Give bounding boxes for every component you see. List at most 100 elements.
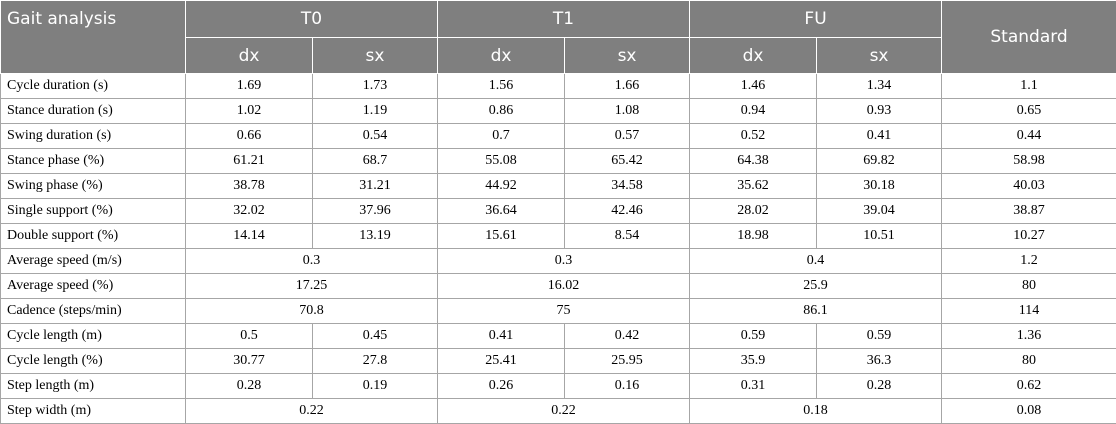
value-cell: 0.19 — [313, 374, 438, 399]
value-cell: 1.02 — [186, 99, 313, 124]
row-label: Single support (%) — [1, 199, 186, 224]
standard-cell: 1.2 — [942, 249, 1116, 274]
side-header: sx — [565, 38, 690, 74]
standard-cell: 0.44 — [942, 124, 1116, 149]
value-cell: 32.02 — [186, 199, 313, 224]
row-label: Cycle duration (s) — [1, 74, 186, 99]
value-cell: 0.16 — [565, 374, 690, 399]
value-cell: 0.41 — [817, 124, 942, 149]
side-header: sx — [313, 38, 438, 74]
value-cell: 15.61 — [438, 224, 565, 249]
value-cell: 13.19 — [313, 224, 438, 249]
value-cell: 31.21 — [313, 174, 438, 199]
value-cell: 42.46 — [565, 199, 690, 224]
value-cell: 14.14 — [186, 224, 313, 249]
value-cell: 27.8 — [313, 349, 438, 374]
value-cell: 0.31 — [690, 374, 817, 399]
value-cell: 0.18 — [690, 399, 942, 424]
value-cell: 1.73 — [313, 74, 438, 99]
value-cell: 0.66 — [186, 124, 313, 149]
value-cell: 37.96 — [313, 199, 438, 224]
standard-cell: 1.1 — [942, 74, 1116, 99]
row-label: Swing phase (%) — [1, 174, 186, 199]
standard-cell: 58.98 — [942, 149, 1116, 174]
standard-cell: 0.08 — [942, 399, 1116, 424]
value-cell: 0.52 — [690, 124, 817, 149]
value-cell: 25.9 — [690, 274, 942, 299]
standard-cell: 80 — [942, 274, 1116, 299]
value-cell: 1.08 — [565, 99, 690, 124]
value-cell: 0.41 — [438, 324, 565, 349]
value-cell: 1.69 — [186, 74, 313, 99]
value-cell: 28.02 — [690, 199, 817, 224]
value-cell: 0.22 — [186, 399, 438, 424]
value-cell: 1.34 — [817, 74, 942, 99]
row-label: Step length (m) — [1, 374, 186, 399]
side-header: dx — [186, 38, 313, 74]
value-cell: 0.94 — [690, 99, 817, 124]
value-cell: 39.04 — [817, 199, 942, 224]
side-header: dx — [690, 38, 817, 74]
value-cell: 64.38 — [690, 149, 817, 174]
value-cell: 55.08 — [438, 149, 565, 174]
value-cell: 0.59 — [817, 324, 942, 349]
value-cell: 0.93 — [817, 99, 942, 124]
value-cell: 16.02 — [438, 274, 690, 299]
value-cell: 0.26 — [438, 374, 565, 399]
value-cell: 86.1 — [690, 299, 942, 324]
value-cell: 35.62 — [690, 174, 817, 199]
value-cell: 0.57 — [565, 124, 690, 149]
row-label: Cycle length (m) — [1, 324, 186, 349]
value-cell: 0.3 — [438, 249, 690, 274]
value-cell: 30.77 — [186, 349, 313, 374]
value-cell: 1.46 — [690, 74, 817, 99]
value-cell: 75 — [438, 299, 690, 324]
value-cell: 61.21 — [186, 149, 313, 174]
value-cell: 38.78 — [186, 174, 313, 199]
value-cell: 0.5 — [186, 324, 313, 349]
value-cell: 0.28 — [817, 374, 942, 399]
standard-cell: 0.62 — [942, 374, 1116, 399]
value-cell: 17.25 — [186, 274, 438, 299]
standard-cell: 10.27 — [942, 224, 1116, 249]
value-cell: 34.58 — [565, 174, 690, 199]
row-label: Cycle length (%) — [1, 349, 186, 374]
value-cell: 0.42 — [565, 324, 690, 349]
value-cell: 0.28 — [186, 374, 313, 399]
value-cell: 0.86 — [438, 99, 565, 124]
row-label: Stance duration (s) — [1, 99, 186, 124]
value-cell: 8.54 — [565, 224, 690, 249]
row-label: Stance phase (%) — [1, 149, 186, 174]
standard-cell: 38.87 — [942, 199, 1116, 224]
row-label: Cadence (steps/min) — [1, 299, 186, 324]
row-label: Average speed (m/s) — [1, 249, 186, 274]
side-header: dx — [438, 38, 565, 74]
value-cell: 0.4 — [690, 249, 942, 274]
standard-cell: 114 — [942, 299, 1116, 324]
value-cell: 18.98 — [690, 224, 817, 249]
value-cell: 36.64 — [438, 199, 565, 224]
value-cell: 0.7 — [438, 124, 565, 149]
standard-header: Standard — [942, 1, 1116, 74]
side-header: sx — [817, 38, 942, 74]
standard-cell: 1.36 — [942, 324, 1116, 349]
row-label: Double support (%) — [1, 224, 186, 249]
value-cell: 0.45 — [313, 324, 438, 349]
value-cell: 0.59 — [690, 324, 817, 349]
value-cell: 69.82 — [817, 149, 942, 174]
